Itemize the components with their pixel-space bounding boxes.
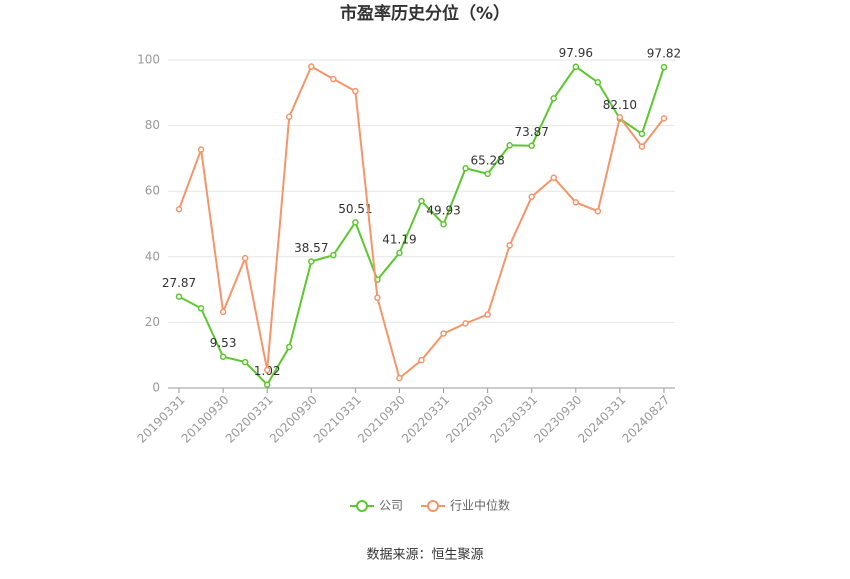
y-tick-label: 0 xyxy=(152,381,160,395)
y-tick-label: 100 xyxy=(137,53,160,67)
point xyxy=(550,95,558,102)
y-tick-label: 60 xyxy=(145,184,160,198)
point xyxy=(528,193,535,201)
point xyxy=(638,143,646,150)
point xyxy=(638,130,646,138)
point xyxy=(506,142,513,149)
point xyxy=(660,115,668,122)
point xyxy=(285,113,293,120)
point xyxy=(594,79,602,86)
source: 数据来源：恒生聚源 xyxy=(366,548,483,563)
point xyxy=(484,311,491,318)
data-label: 38.57 xyxy=(294,241,328,255)
point xyxy=(660,63,668,71)
legend-label: 公司 xyxy=(379,499,403,513)
point xyxy=(594,207,602,215)
point xyxy=(263,381,271,388)
point xyxy=(175,205,183,213)
legend-marker xyxy=(427,500,440,512)
series-line xyxy=(178,65,665,387)
point xyxy=(352,87,359,95)
series-line xyxy=(178,65,665,380)
y-tick-label: 20 xyxy=(145,315,160,329)
legend-marker xyxy=(356,500,368,512)
point xyxy=(418,356,425,364)
data-label: 50.51 xyxy=(338,202,372,216)
point xyxy=(374,294,381,302)
point xyxy=(506,242,513,249)
data-label: 97.96 xyxy=(559,46,593,60)
point xyxy=(197,305,205,312)
point xyxy=(484,170,491,178)
point xyxy=(572,199,580,206)
data-label: 65.28 xyxy=(470,153,504,167)
point xyxy=(219,308,227,316)
x-tick-label: 20240827 xyxy=(619,393,672,446)
data-label: 41.19 xyxy=(382,232,416,246)
y-tick-label: 40 xyxy=(145,249,160,263)
y-tick-label: 80 xyxy=(145,118,160,132)
point xyxy=(440,220,447,228)
point xyxy=(241,358,249,366)
point xyxy=(241,254,249,262)
point xyxy=(396,374,403,382)
point xyxy=(308,63,315,70)
point xyxy=(219,353,227,360)
point xyxy=(462,164,469,172)
point xyxy=(418,197,425,205)
data-label: 97.82 xyxy=(647,47,681,61)
point xyxy=(440,330,447,337)
data-label: 73.87 xyxy=(515,125,549,139)
data-label: 82.10 xyxy=(603,98,637,112)
point xyxy=(285,343,293,351)
point xyxy=(616,114,624,121)
point xyxy=(175,293,183,300)
chart-title: 市盈率历史分位（%） xyxy=(340,3,510,24)
point xyxy=(462,320,469,327)
data-label: 9.53 xyxy=(210,336,237,350)
data-label: 49.93 xyxy=(426,204,460,218)
legend-label: 行业中位数 xyxy=(450,498,510,513)
point xyxy=(308,258,315,265)
point xyxy=(263,366,271,374)
data-label: 27.87 xyxy=(162,276,196,290)
point xyxy=(197,146,205,153)
point xyxy=(352,219,359,226)
point xyxy=(396,249,403,257)
point xyxy=(528,142,535,149)
point xyxy=(330,75,337,83)
point xyxy=(550,174,558,182)
point xyxy=(572,63,580,70)
point xyxy=(330,251,337,259)
